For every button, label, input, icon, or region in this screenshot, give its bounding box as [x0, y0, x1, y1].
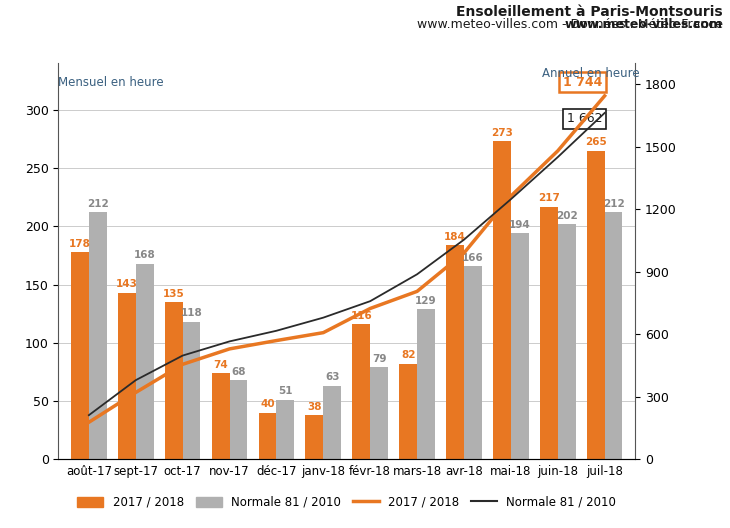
Text: 74: 74 — [213, 360, 228, 370]
Bar — [587, 150, 604, 459]
Text: 51: 51 — [278, 386, 293, 397]
Text: 202: 202 — [556, 211, 577, 221]
Text: 212: 212 — [87, 199, 109, 209]
Bar — [493, 142, 511, 459]
Text: 135: 135 — [163, 289, 185, 299]
Text: 38: 38 — [307, 402, 322, 412]
Text: 166: 166 — [462, 252, 484, 262]
Bar — [182, 322, 201, 459]
Text: 212: 212 — [603, 199, 624, 209]
Bar — [212, 373, 229, 459]
Text: 129: 129 — [415, 296, 437, 306]
Text: 143: 143 — [116, 279, 138, 289]
Bar — [323, 386, 341, 459]
Bar — [540, 206, 558, 459]
Bar — [229, 380, 247, 459]
Bar — [258, 413, 277, 459]
Text: 168: 168 — [134, 250, 155, 260]
Text: 217: 217 — [538, 193, 560, 203]
Bar — [277, 400, 294, 459]
Text: 265: 265 — [585, 137, 607, 147]
Text: 273: 273 — [491, 128, 513, 138]
Text: 116: 116 — [350, 311, 372, 320]
Text: 1 662: 1 662 — [566, 112, 602, 126]
Text: 82: 82 — [401, 351, 415, 360]
Bar — [136, 263, 153, 459]
Text: 184: 184 — [444, 232, 466, 242]
Text: Annuel en heure: Annuel en heure — [542, 67, 639, 80]
Bar — [71, 252, 89, 459]
Legend: 2017 / 2018, Normale 81 / 2010, 2017 / 2018, Normale 81 / 2010: 2017 / 2018, Normale 81 / 2010, 2017 / 2… — [72, 490, 622, 515]
Bar — [604, 212, 623, 459]
Bar — [353, 324, 370, 459]
Bar — [370, 367, 388, 459]
Text: 194: 194 — [509, 220, 531, 230]
Bar — [446, 245, 464, 459]
Text: Mensuel en heure: Mensuel en heure — [58, 76, 164, 89]
Bar — [558, 224, 575, 459]
Text: www.meteo-villes.com: www.meteo-villes.com — [565, 18, 723, 32]
Text: 178: 178 — [69, 239, 91, 249]
Text: 40: 40 — [260, 399, 274, 409]
Text: 79: 79 — [372, 354, 386, 364]
Text: 118: 118 — [181, 308, 202, 318]
Bar — [305, 415, 323, 459]
Text: 68: 68 — [231, 366, 246, 376]
Text: www.meteo-villes.com - Données : Météo-France: www.meteo-villes.com - Données : Météo-F… — [417, 18, 723, 32]
Bar — [118, 293, 136, 459]
Bar — [165, 302, 182, 459]
Bar — [417, 309, 435, 459]
Bar — [464, 266, 482, 459]
Text: 63: 63 — [325, 372, 339, 382]
Text: Ensoleillement à Paris-Montsouris: Ensoleillement à Paris-Montsouris — [456, 5, 723, 20]
Bar — [511, 233, 529, 459]
Bar — [89, 212, 107, 459]
Bar — [399, 364, 417, 459]
Text: 1 744: 1 744 — [563, 76, 602, 89]
